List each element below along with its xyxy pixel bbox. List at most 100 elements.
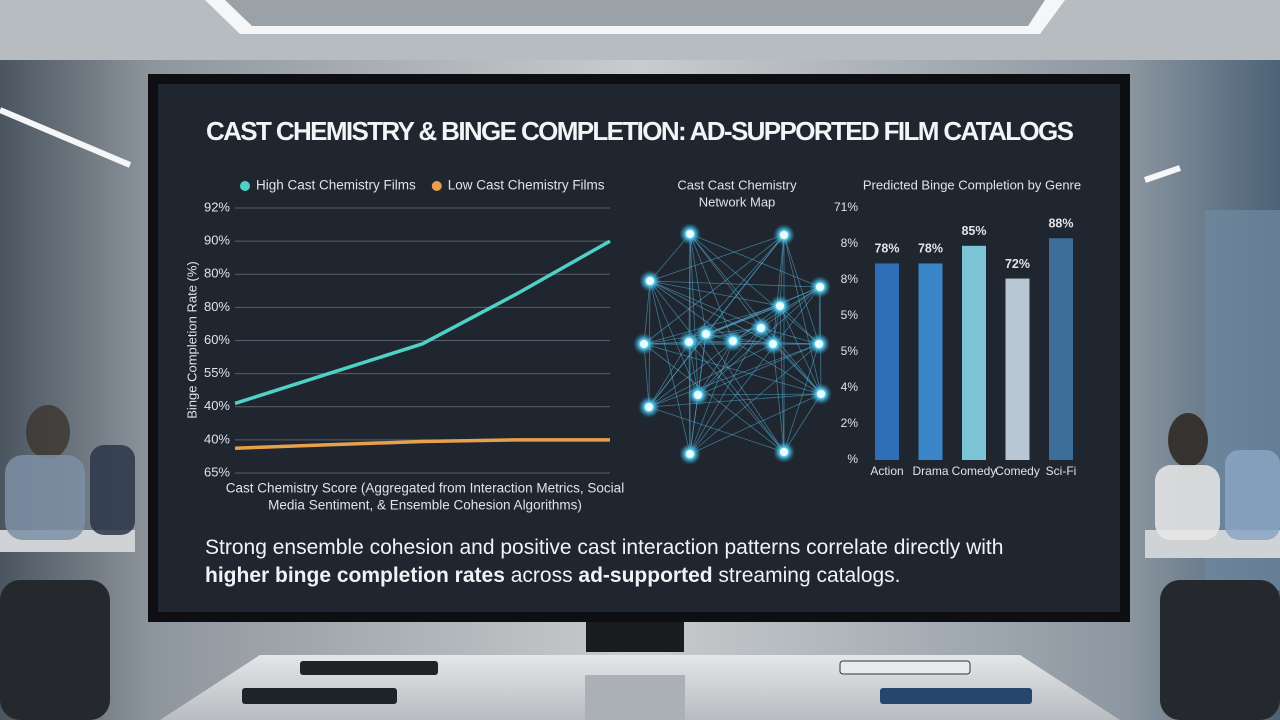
network-edge xyxy=(697,343,820,396)
chair xyxy=(0,580,110,720)
x-axis-label: Cast Chemistry Score (Aggregated from In… xyxy=(226,481,624,496)
wall-light xyxy=(1144,165,1181,183)
x-tick-label: Sci-Fi xyxy=(1046,464,1077,478)
caption-line: Strong ensemble cohesion and positive ca… xyxy=(205,536,1003,559)
network-node xyxy=(769,340,777,348)
person xyxy=(90,445,135,535)
y-tick-label: 90% xyxy=(204,233,230,248)
network-node xyxy=(685,338,693,346)
chair xyxy=(1160,580,1280,720)
bar-value-label: 72% xyxy=(1005,257,1030,271)
legend-swatch xyxy=(431,181,442,191)
series-line xyxy=(234,438,610,450)
network-edge xyxy=(689,233,820,345)
network-node xyxy=(816,283,824,291)
network-node xyxy=(817,390,825,398)
network-node xyxy=(776,302,784,310)
network-node xyxy=(729,337,737,345)
person xyxy=(26,405,70,459)
network-edge xyxy=(643,343,822,395)
person xyxy=(5,455,85,540)
x-tick-label: Drama xyxy=(912,464,948,478)
tablet xyxy=(880,688,1032,704)
network-node xyxy=(780,231,788,239)
network-title: Cast Cast Chemistry xyxy=(677,177,797,192)
y-tick-label: 80% xyxy=(204,266,230,281)
network-edge xyxy=(689,233,821,288)
tablet xyxy=(839,660,971,675)
network-edge xyxy=(643,234,785,345)
caption-line: higher binge completion rates across ad-… xyxy=(205,564,901,587)
y-tick-label: 2% xyxy=(841,416,859,430)
caption-segment: higher binge completion rates xyxy=(205,564,505,587)
bar xyxy=(918,263,943,460)
y-tick-label: 71% xyxy=(834,200,858,214)
y-tick-label: 8% xyxy=(841,236,859,250)
network-edge xyxy=(649,280,821,288)
network-node xyxy=(780,448,788,456)
person xyxy=(1168,413,1208,467)
x-tick-label: Comedy xyxy=(995,464,1040,478)
screen-mount xyxy=(586,618,684,652)
ceiling-light-inner xyxy=(225,0,1045,26)
legend-swatch xyxy=(240,181,250,191)
y-tick-label: 8% xyxy=(841,272,859,286)
y-axis-label: Binge Completion Rate (%) xyxy=(184,261,199,419)
y-tick-label: 55% xyxy=(204,365,230,380)
network-edge xyxy=(689,286,821,455)
network-edge xyxy=(772,343,785,453)
network-edge xyxy=(779,234,785,307)
network-edge xyxy=(689,233,734,342)
y-tick-label: 80% xyxy=(204,299,230,314)
network-node xyxy=(646,277,654,285)
network-edge xyxy=(648,406,785,453)
network-edge xyxy=(649,280,691,455)
network-edge xyxy=(643,343,785,453)
table-device xyxy=(585,675,685,720)
network-edge xyxy=(779,305,785,453)
person xyxy=(1225,450,1280,540)
network-node xyxy=(702,330,710,338)
network-node xyxy=(645,403,653,411)
caption-segment: ad-supported xyxy=(578,564,712,587)
network-title: Network Map xyxy=(699,194,776,209)
network-node xyxy=(815,340,823,348)
network-edge xyxy=(649,280,734,342)
y-tick-label: 92% xyxy=(204,199,230,214)
network-edge xyxy=(772,343,822,395)
caption-segment: streaming catalogs. xyxy=(713,564,901,587)
network-node xyxy=(640,340,648,348)
tablet xyxy=(242,688,397,704)
bar-value-label: 88% xyxy=(1048,217,1073,231)
network-node xyxy=(686,450,694,458)
network-edge xyxy=(689,393,822,455)
network-edge xyxy=(689,340,734,455)
y-tick-label: 4% xyxy=(841,380,859,394)
caption-segment: across xyxy=(505,564,579,587)
network-edge xyxy=(783,234,820,345)
y-tick-label: % xyxy=(847,452,858,466)
bar-value-label: 78% xyxy=(874,242,899,256)
network-edge xyxy=(783,393,822,453)
network-edge xyxy=(689,233,699,396)
x-tick-label: Comedy xyxy=(952,464,997,478)
network-edge xyxy=(649,280,785,453)
legend-label: Low Cast Chemistry Films xyxy=(448,178,605,193)
network-edge xyxy=(732,340,822,395)
network-edge xyxy=(648,393,822,408)
screen-title: CAST CHEMISTRY & BINGE COMPLETION: AD-SU… xyxy=(206,116,1074,146)
network-edge xyxy=(783,343,820,453)
bar-value-label: 85% xyxy=(961,224,986,238)
network-edge xyxy=(689,327,762,455)
y-tick-label: 40% xyxy=(204,431,230,446)
network-edge xyxy=(648,341,690,408)
person xyxy=(1155,465,1220,540)
bar xyxy=(1049,238,1073,460)
network-edge xyxy=(649,280,699,396)
bar xyxy=(962,245,986,460)
network-edge xyxy=(649,280,781,307)
caption-segment: Strong ensemble cohesion and positive ca… xyxy=(205,536,1003,559)
bar xyxy=(875,263,899,460)
network-edge xyxy=(697,393,822,396)
